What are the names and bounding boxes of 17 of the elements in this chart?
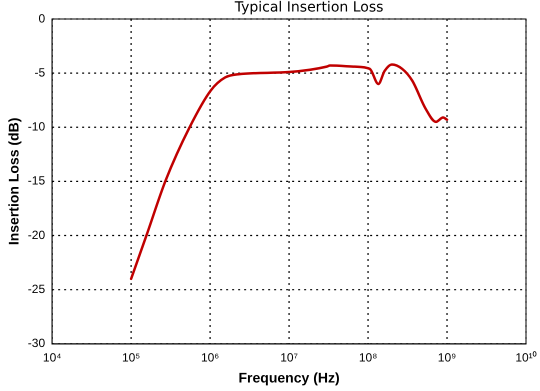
x-axis-title: Frequency (Hz) bbox=[238, 369, 340, 386]
chart-title: Typical Insertion Loss bbox=[234, 0, 384, 16]
y-tick-label: -20 bbox=[28, 228, 46, 242]
y-tick-label: -15 bbox=[28, 174, 46, 188]
x-tick-label: 10⁴ bbox=[42, 350, 62, 364]
y-axis-title: Insertion Loss (dB) bbox=[5, 118, 22, 246]
x-tick-label: 10⁸ bbox=[358, 350, 378, 364]
x-tick-label: 10⁵ bbox=[122, 350, 140, 364]
y-tick-label: 0 bbox=[38, 11, 46, 26]
y-tick-label: -25 bbox=[28, 282, 46, 296]
y-tick-label: -30 bbox=[28, 336, 46, 350]
x-tick-label: 10¹⁰ bbox=[515, 350, 537, 364]
y-tick-label: -10 bbox=[28, 120, 46, 134]
x-tick-label: 10⁹ bbox=[438, 350, 456, 364]
y-tick-label: -5 bbox=[34, 65, 46, 80]
x-tick-label: 10⁷ bbox=[280, 350, 298, 364]
x-tick-label: 10⁶ bbox=[200, 350, 220, 364]
